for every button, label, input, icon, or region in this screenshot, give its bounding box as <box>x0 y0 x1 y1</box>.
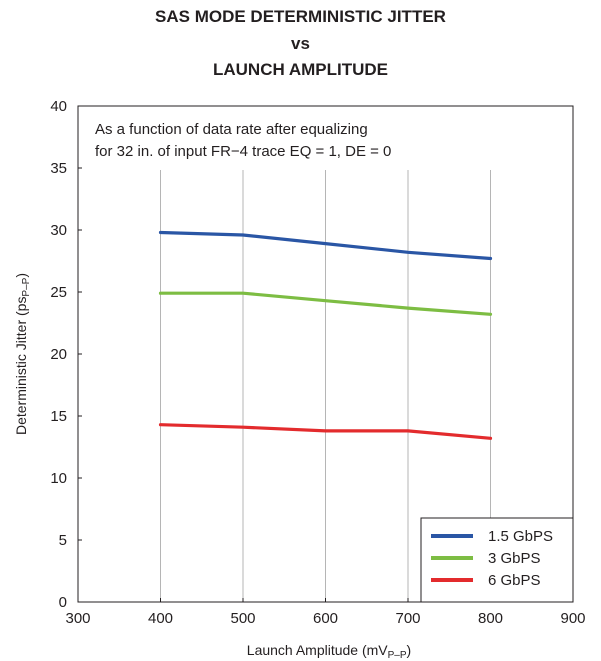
x-tick-label-700: 700 <box>395 610 420 627</box>
x-tick-label-500: 500 <box>230 610 255 627</box>
chart-title-line-1: SAS MODE DETERMINISTIC JITTER <box>155 7 446 26</box>
annotation-line-2: for 32 in. of input FR−4 trace EQ = 1, D… <box>95 143 391 160</box>
y-tick-label-35: 35 <box>50 160 67 177</box>
legend-label-1: 3 GbPS <box>488 550 541 567</box>
y-tick-label-40: 40 <box>50 98 67 115</box>
y-tick-label-25: 25 <box>50 284 67 301</box>
annotation-line-1: As a function of data rate after equaliz… <box>95 121 368 138</box>
chart-title-line-2: vs <box>291 34 310 53</box>
y-tick-label-10: 10 <box>50 470 67 487</box>
x-axis-label: Launch Amplitude (mVP–P) <box>247 642 411 661</box>
x-tick-label-400: 400 <box>148 610 173 627</box>
y-tick-labels: 0 5 10 15 20 25 30 35 40 <box>50 98 82 611</box>
series-line-0 <box>158 230 493 261</box>
series-line-1 <box>158 291 493 316</box>
y-tick-label-20: 20 <box>50 346 67 363</box>
x-tick-label-300: 300 <box>65 610 90 627</box>
chart-title-line-3: LAUNCH AMPLITUDE <box>212 60 389 79</box>
y-tick-label-5: 5 <box>59 532 67 549</box>
chart-annotation: As a function of data rate after equaliz… <box>95 121 391 160</box>
legend-label-0: 1.5 GbPS <box>488 528 553 545</box>
x-tick-label-800: 800 <box>478 610 503 627</box>
y-axis-label: Deterministic Jitter (psP–P) <box>13 273 32 435</box>
x-tick-label-900: 900 <box>560 610 585 627</box>
y-tick-label-30: 30 <box>50 222 67 239</box>
y-tick-label-15: 15 <box>50 408 67 425</box>
series-lines <box>158 230 493 440</box>
x-tick-labels: 300 400 500 600 700 800 900 <box>65 598 586 627</box>
y-tick-label-0: 0 <box>59 594 67 611</box>
legend-label-2: 6 GbPS <box>488 572 541 589</box>
x-tick-label-600: 600 <box>313 610 338 627</box>
series-line-2 <box>158 423 493 440</box>
legend: 1.5 GbPS 3 GbPS 6 GbPS <box>420 517 574 603</box>
